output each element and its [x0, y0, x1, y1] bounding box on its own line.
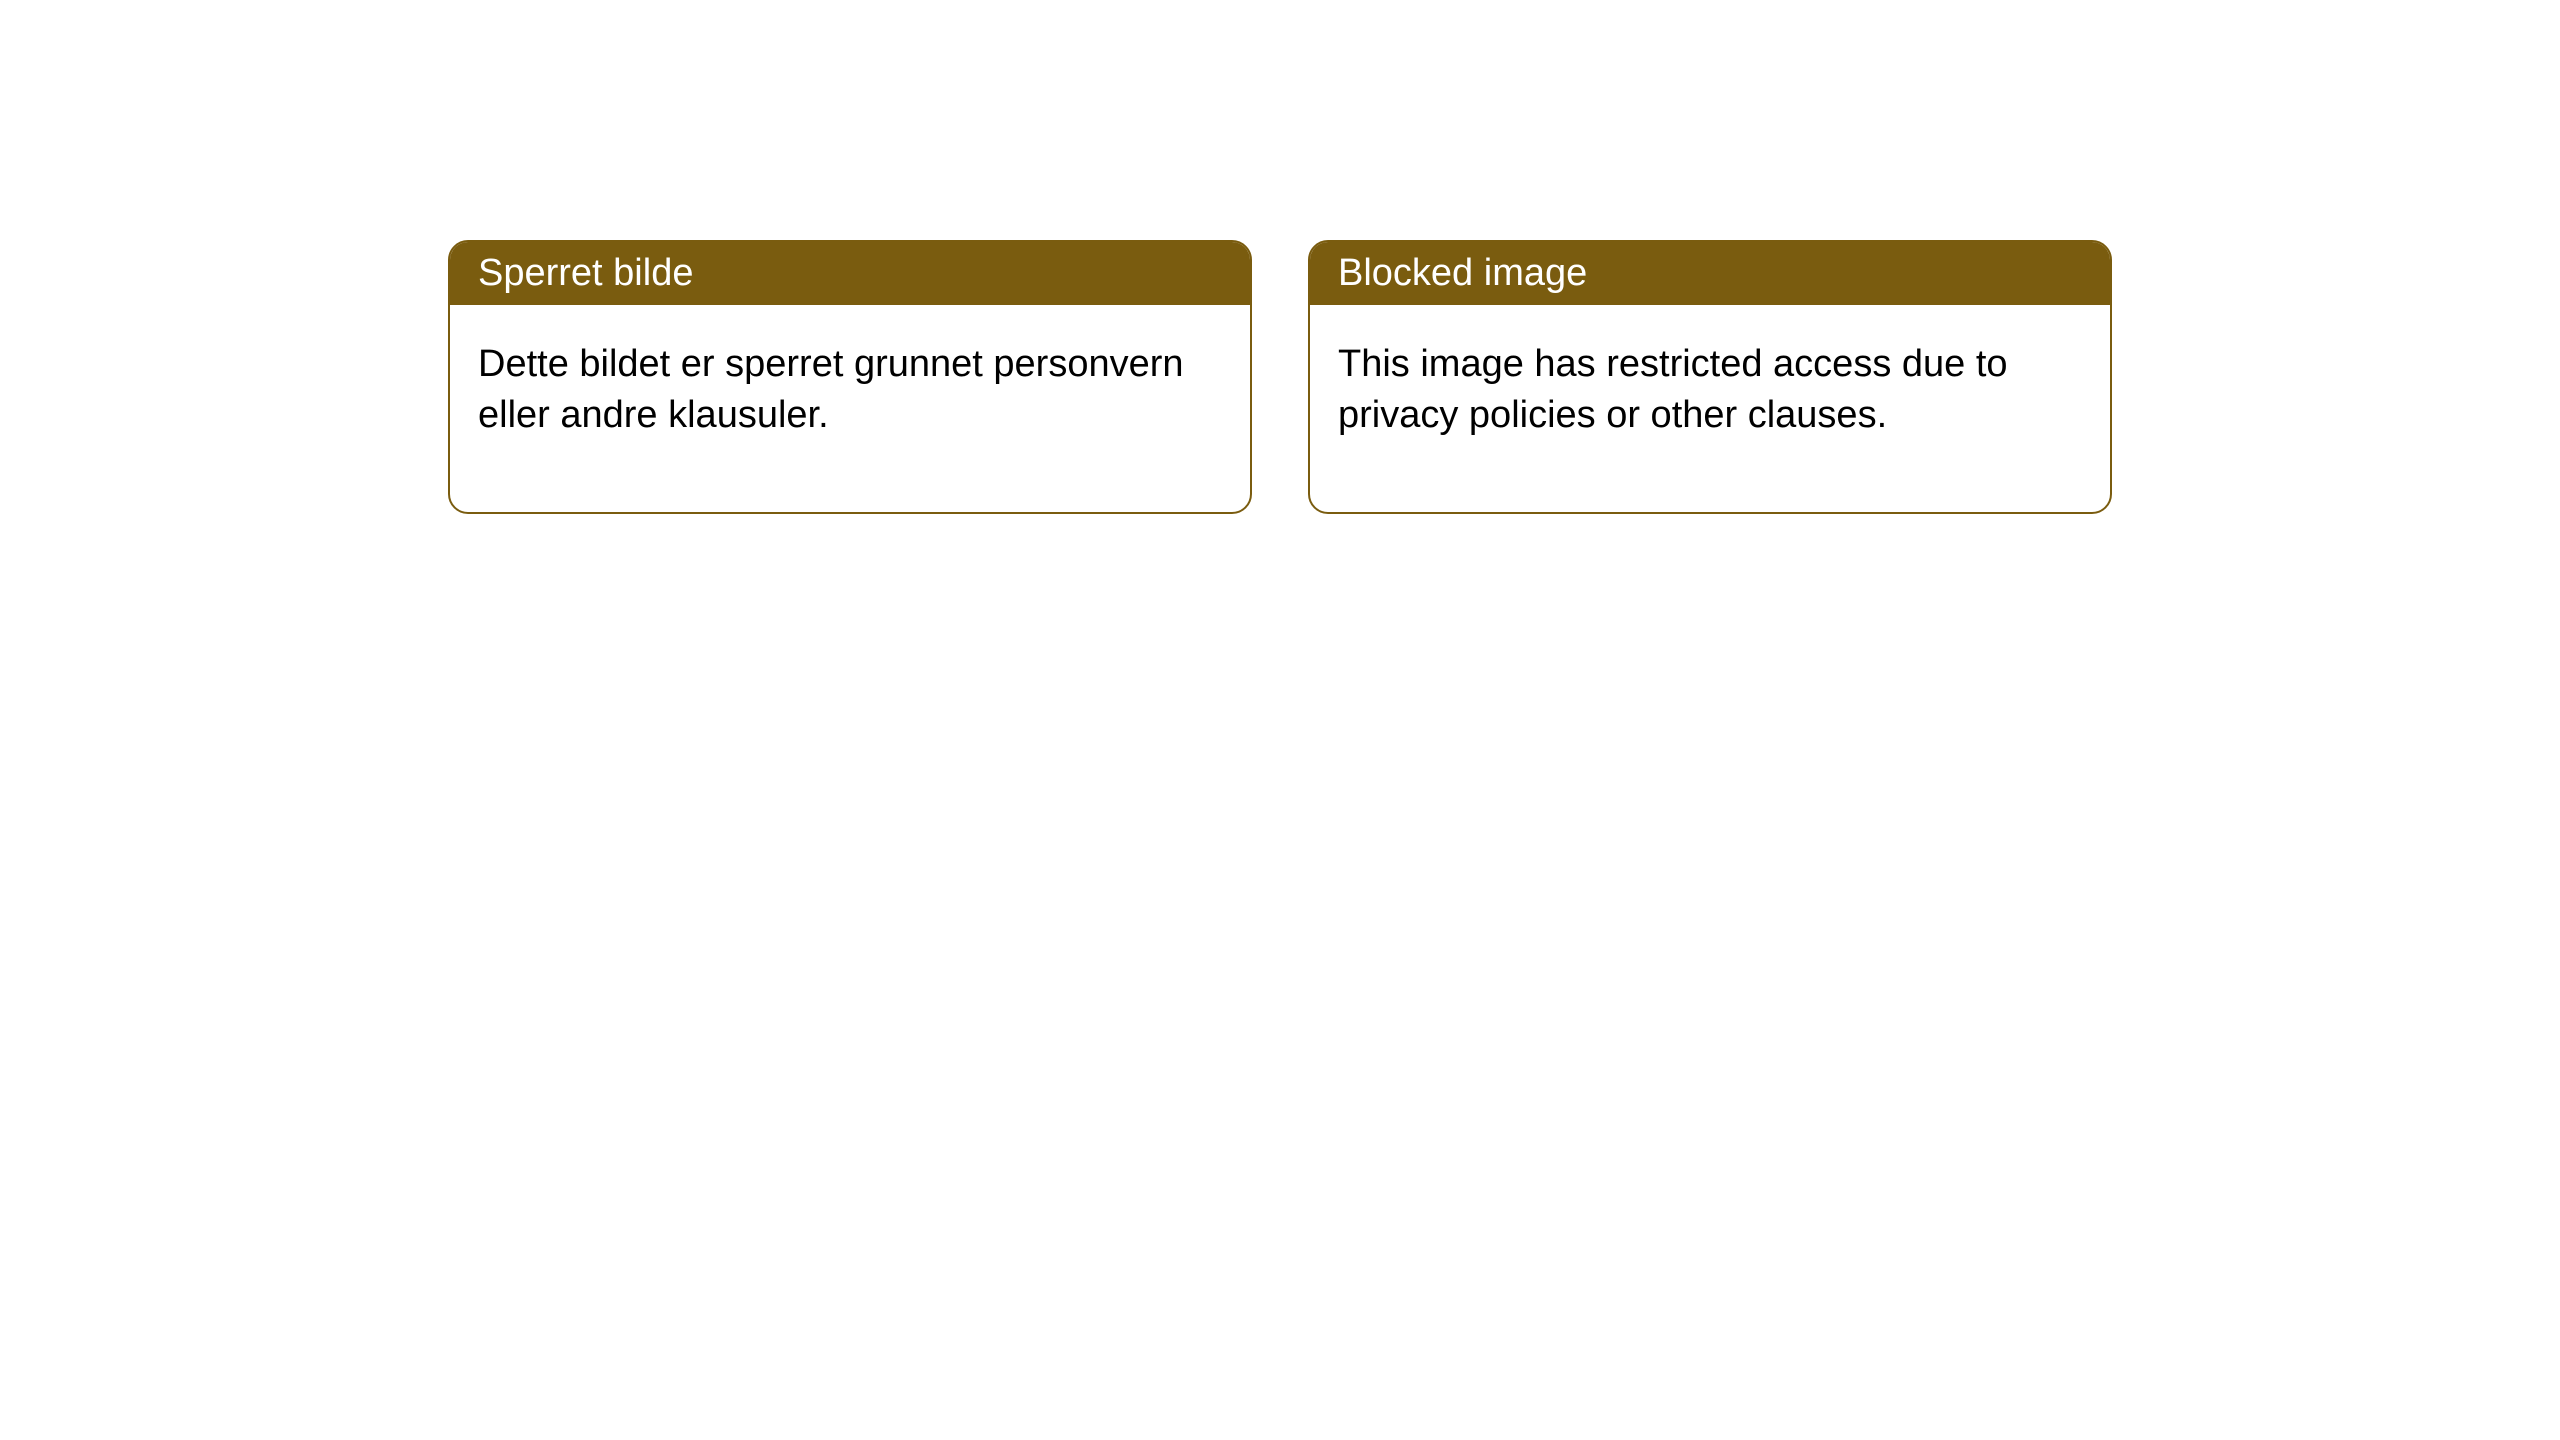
- card-header: Sperret bilde: [450, 242, 1250, 305]
- card-body: Dette bildet er sperret grunnet personve…: [450, 305, 1250, 512]
- card-header: Blocked image: [1310, 242, 2110, 305]
- card-body: This image has restricted access due to …: [1310, 305, 2110, 512]
- blocked-image-card-en: Blocked image This image has restricted …: [1308, 240, 2112, 514]
- notice-cards-container: Sperret bilde Dette bildet er sperret gr…: [0, 0, 2560, 514]
- card-body-text: Dette bildet er sperret grunnet personve…: [478, 343, 1184, 436]
- blocked-image-card-no: Sperret bilde Dette bildet er sperret gr…: [448, 240, 1252, 514]
- card-title: Sperret bilde: [478, 252, 693, 294]
- card-title: Blocked image: [1338, 252, 1587, 294]
- card-body-text: This image has restricted access due to …: [1338, 343, 2008, 436]
